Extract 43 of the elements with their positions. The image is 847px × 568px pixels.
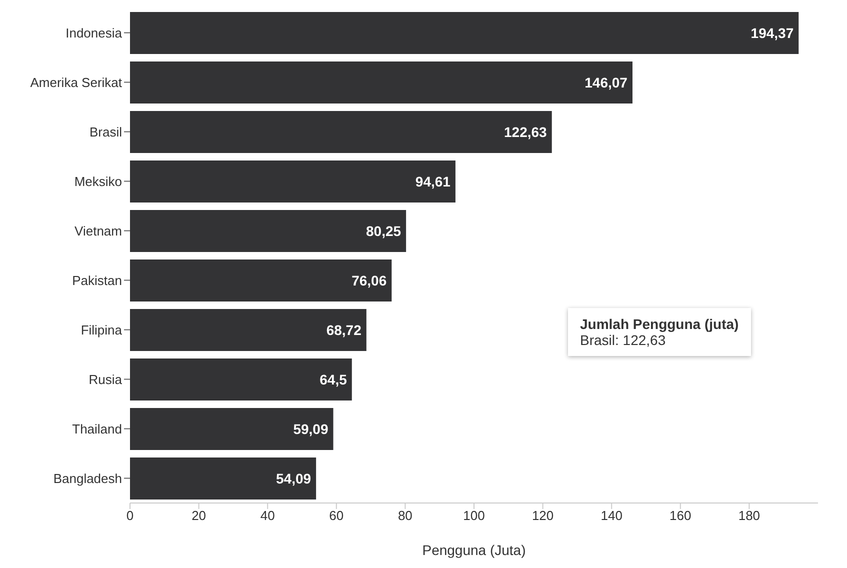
y-tick-label: Vietnam [74,223,122,238]
x-tick-label: 140 [600,508,622,524]
annotation: Brasil: 122,63 [580,332,667,348]
y-tick-label: Meksiko [74,174,122,189]
bar [130,457,316,500]
bar [130,308,366,351]
data-label: 80,25 [366,222,402,239]
x-axis-title: Pengguna (Juta) [422,542,526,558]
y-tick-label: Indonesia [66,25,123,40]
data-label: 146,07 [584,74,628,90]
bar [130,160,456,202]
x-tick-label: 120 [532,508,554,524]
bar [130,110,552,153]
y-tick-label: Pakistan [72,272,122,288]
x-tick-label: 160 [670,508,692,524]
data-label: 76,06 [352,272,387,288]
y-tick-label: Bangladesh [53,470,122,486]
bar [130,12,799,54]
data-label: 94,61 [415,173,451,190]
x-tick-label: 100 [463,508,485,524]
y-tick-label: Thailand [72,421,122,436]
data-label: 194,37 [750,24,794,41]
bar [130,210,406,252]
y-tick-label: Amerika Serikat [30,74,122,90]
data-label: 54,09 [276,470,312,486]
bar [130,259,392,302]
bar [130,61,632,104]
x-tick-label: 0 [126,508,134,524]
x-tick-label: 60 [329,508,344,524]
x-tick-label: 180 [738,508,760,524]
y-tick-label: Rusia [88,372,123,387]
bar [130,408,334,450]
y-tick-label: Filipina [80,322,123,338]
data-label: 122,63 [504,124,548,140]
x-tick-label: 40 [260,508,275,524]
data-label: 59,09 [293,420,328,437]
data-label: 64,5 [320,371,348,388]
annotation: Jumlah Pengguna (juta) [580,316,739,332]
data-label: 68,72 [326,322,362,338]
bar [130,358,352,400]
x-tick-label: 80 [398,508,412,524]
x-tick-label: 20 [192,508,206,524]
y-tick-label: Brasil [89,124,122,140]
